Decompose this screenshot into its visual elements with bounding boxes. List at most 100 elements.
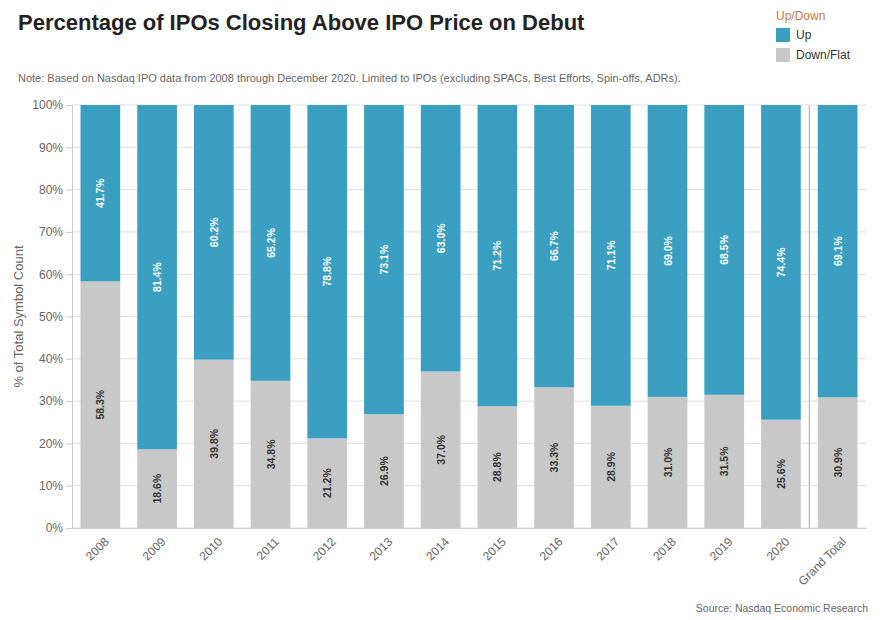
y-tick-label: 30% bbox=[39, 394, 63, 408]
data-label: 74.4% bbox=[775, 247, 787, 277]
grid-line bbox=[72, 528, 866, 529]
data-label: 34.8% bbox=[265, 439, 277, 469]
data-label: 39.8% bbox=[208, 428, 220, 458]
bar bbox=[421, 105, 461, 371]
x-tick-label: Grand Total bbox=[795, 535, 849, 589]
y-tick-mark bbox=[66, 190, 72, 191]
x-tick: 2018 bbox=[650, 528, 679, 563]
y-tick-mark bbox=[66, 105, 72, 106]
y-axis-line bbox=[72, 106, 73, 529]
y-tick-label: 0% bbox=[46, 521, 64, 535]
y-tick-mark bbox=[66, 528, 72, 529]
x-axis: 2008200920102011201220132014201520162017… bbox=[73, 528, 867, 588]
bar bbox=[81, 281, 121, 528]
y-tick: 70% bbox=[39, 225, 72, 239]
grid-line bbox=[72, 189, 866, 190]
y-tick-label: 90% bbox=[39, 141, 63, 155]
data-label: 71.2% bbox=[491, 240, 503, 270]
data-label: 73.1% bbox=[378, 244, 390, 274]
legend-item: Down/Flat bbox=[776, 48, 851, 62]
y-tick-mark bbox=[66, 443, 72, 444]
grid-line bbox=[72, 316, 866, 317]
bar bbox=[478, 105, 518, 406]
bars bbox=[81, 105, 858, 528]
data-label: 30.9% bbox=[832, 447, 844, 477]
data-label: 81.4% bbox=[151, 262, 163, 292]
data-label: 21.2% bbox=[321, 468, 333, 498]
bar bbox=[704, 395, 744, 528]
grid-line bbox=[72, 105, 866, 106]
bar bbox=[251, 381, 291, 528]
y-tick: 100% bbox=[32, 98, 72, 112]
grid bbox=[72, 105, 866, 528]
bar bbox=[137, 449, 177, 528]
bar bbox=[364, 105, 404, 414]
annotation: Source: Nasdaq Economic Research bbox=[696, 602, 868, 614]
legend-swatch bbox=[776, 48, 790, 62]
legend-label: Up bbox=[796, 28, 812, 42]
x-tick: 2012 bbox=[310, 528, 339, 563]
bar bbox=[648, 397, 688, 528]
x-tick-label: 2019 bbox=[707, 534, 736, 563]
y-tick: 90% bbox=[39, 141, 72, 155]
x-tick: 2008 bbox=[83, 528, 112, 563]
x-tick: 2011 bbox=[254, 528, 282, 563]
bar bbox=[591, 105, 631, 406]
data-label: 71.1% bbox=[605, 240, 617, 270]
series bbox=[81, 105, 858, 449]
bar bbox=[194, 105, 234, 360]
bar bbox=[194, 360, 234, 528]
bar bbox=[137, 105, 177, 449]
x-tick-label: 2017 bbox=[593, 534, 622, 563]
data-label: 28.8% bbox=[491, 452, 503, 482]
x-tick-label: 2009 bbox=[140, 534, 169, 563]
y-axis-title: % of Total Symbol Count bbox=[11, 245, 26, 387]
y-tick-label: 70% bbox=[39, 225, 63, 239]
y-tick-label: 80% bbox=[39, 183, 63, 197]
title: Percentage of IPOs Closing Above IPO Pri… bbox=[18, 10, 585, 35]
y-tick-mark bbox=[66, 147, 72, 148]
bar bbox=[307, 105, 347, 438]
bar bbox=[534, 387, 574, 528]
legend-swatch bbox=[776, 28, 790, 42]
y-tick: 0% bbox=[46, 521, 72, 535]
y-tick-label: 60% bbox=[39, 268, 63, 282]
data-label: 41.7% bbox=[94, 178, 106, 208]
bar bbox=[421, 371, 461, 528]
x-tick: 2019 bbox=[707, 528, 736, 563]
x-tick-label: 2020 bbox=[764, 534, 793, 563]
data-label: 31.5% bbox=[718, 446, 730, 476]
y-tick: 60% bbox=[39, 268, 72, 282]
x-tick-label: 2016 bbox=[537, 534, 566, 563]
data-label: 65.2% bbox=[265, 227, 277, 257]
data-label: 18.6% bbox=[151, 473, 163, 503]
data-label: 60.2% bbox=[208, 217, 220, 247]
x-tick: Grand Total bbox=[795, 528, 849, 588]
bar bbox=[364, 414, 404, 528]
data-label: 63.0% bbox=[435, 223, 447, 253]
x-tick: 2013 bbox=[367, 528, 396, 563]
bar bbox=[761, 105, 801, 420]
x-tick-label: 2014 bbox=[423, 534, 452, 563]
bar bbox=[818, 105, 858, 397]
y-tick-mark bbox=[66, 486, 72, 487]
bar bbox=[648, 105, 688, 397]
bar bbox=[81, 105, 121, 281]
y-tick-mark bbox=[66, 317, 72, 318]
bar bbox=[818, 397, 858, 528]
grid-line bbox=[72, 485, 866, 486]
bar bbox=[534, 105, 574, 387]
data-label: 37.0% bbox=[435, 434, 447, 464]
x-tick: 2014 bbox=[423, 528, 452, 563]
y-tick-label: 50% bbox=[39, 310, 63, 324]
x-tick-label: 2012 bbox=[310, 534, 339, 563]
bar bbox=[591, 406, 631, 528]
y-tick: 50% bbox=[39, 310, 72, 324]
data-label: 78.8% bbox=[321, 256, 333, 286]
y-tick: 40% bbox=[39, 352, 72, 366]
y-tick: 30% bbox=[39, 394, 72, 408]
y-tick-label: 20% bbox=[39, 437, 63, 451]
bar bbox=[251, 105, 291, 381]
bar bbox=[307, 438, 347, 528]
y-tick-mark bbox=[66, 401, 72, 402]
